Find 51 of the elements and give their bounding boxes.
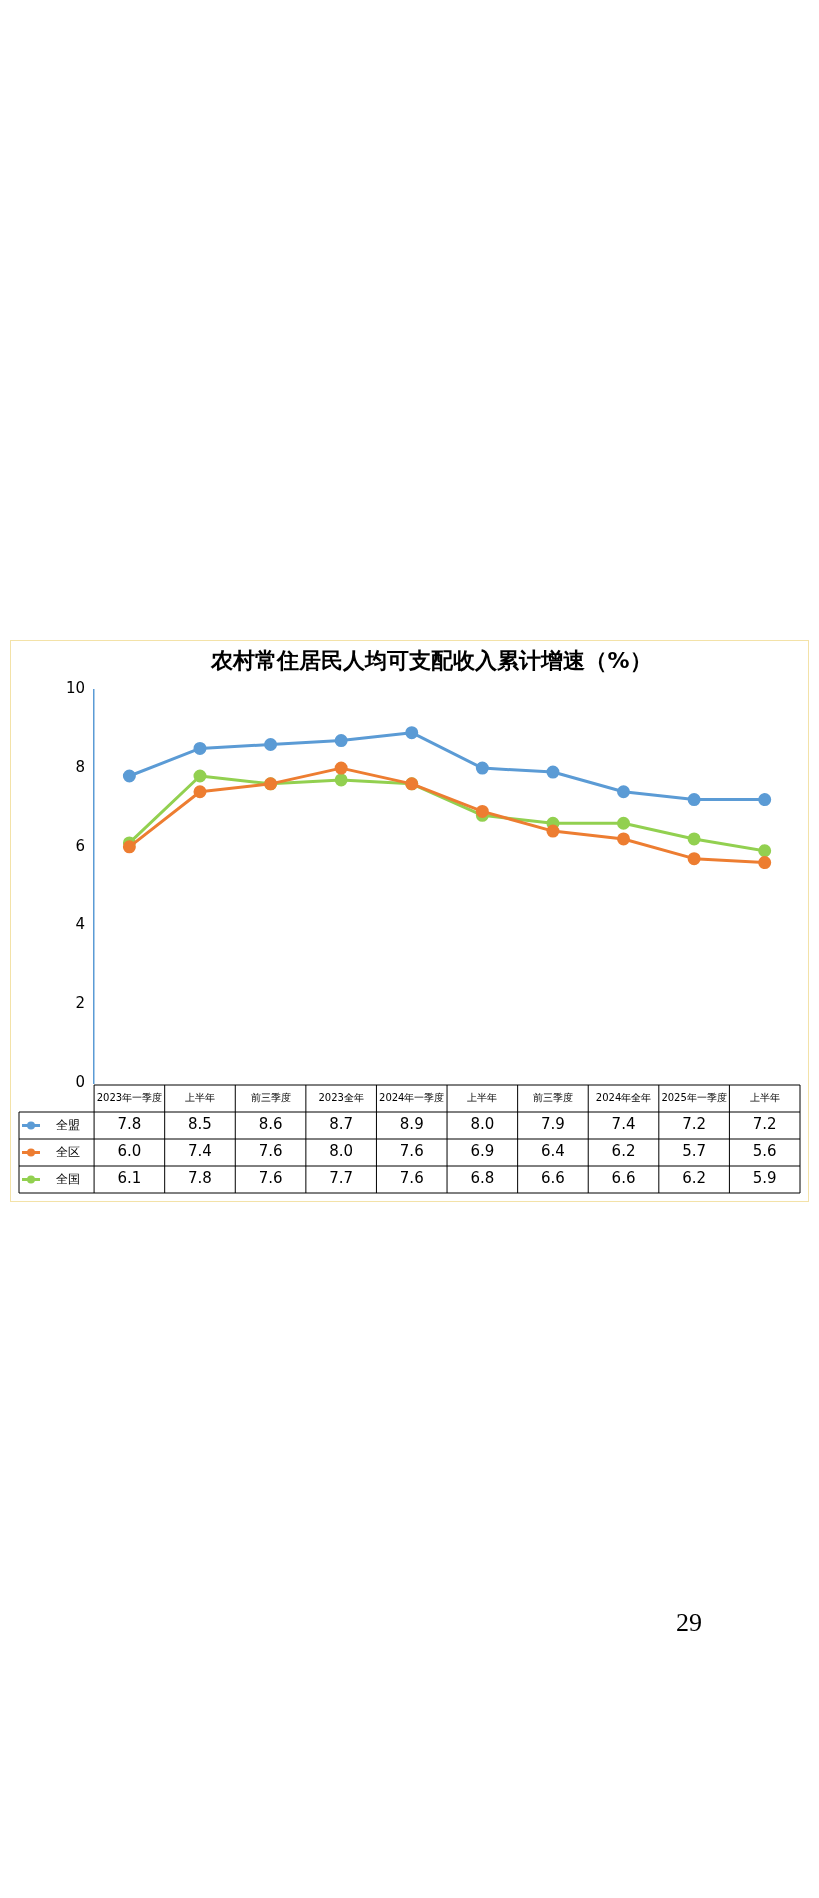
data-label: 7.6 [258,1169,283,1188]
data-label: 6.2 [611,1142,636,1161]
data-label: 6.2 [682,1169,707,1188]
data-label: 7.6 [399,1169,424,1188]
y-tick-label: 10 [65,679,86,698]
y-tick-label: 8 [75,758,86,777]
x-tick-label: 2023年一季度 [96,1092,163,1104]
x-tick-label: 2023全年 [318,1092,364,1104]
x-tick-label: 2025年一季度 [661,1092,727,1104]
legend-label: 全盟 [56,1117,81,1132]
data-label: 8.5 [188,1115,212,1134]
data-label: 8.9 [399,1115,424,1134]
x-tick-label: 上半年 [467,1092,498,1104]
y-tick-label: 0 [75,1072,86,1091]
y-tick-label: 2 [75,994,86,1013]
data-label: 6.6 [611,1169,636,1188]
x-tick-label: 2024年一季度 [379,1092,445,1104]
data-label: 6.8 [470,1169,495,1188]
y-tick-label: 4 [75,915,86,934]
legend-label: 全国 [56,1171,81,1186]
data-label: 5.7 [682,1142,707,1161]
chart-title: 农村常住居民人均可支配收入累计增速（%） [210,647,652,673]
x-tick-label: 上半年 [749,1092,780,1104]
data-label: 5.6 [752,1142,777,1161]
data-label: 6.6 [541,1169,565,1188]
data-label: 7.8 [117,1115,142,1134]
data-label: 7.4 [188,1142,212,1161]
y-tick-label: 6 [75,836,86,855]
x-tick-label: 上半年 [184,1092,215,1104]
data-label: 8.0 [470,1115,495,1134]
data-label: 7.8 [188,1169,212,1188]
data-label: 7.6 [399,1142,424,1161]
data-label: 8.7 [329,1115,354,1134]
x-tick-label: 前三季度 [250,1092,291,1104]
data-label: 7.4 [611,1115,636,1134]
data-label: 8.6 [258,1115,283,1134]
legend-label: 全区 [56,1144,81,1159]
data-label: 8.0 [329,1142,354,1161]
data-label: 7.9 [541,1115,565,1134]
text: 29 [676,1608,702,1638]
data-label: 7.6 [258,1142,283,1161]
data-label: 7.2 [682,1115,707,1134]
data-label: 6.9 [470,1142,495,1161]
x-tick-label: 前三季度 [532,1092,573,1104]
data-label: 7.2 [752,1115,777,1134]
data-label: 6.0 [117,1142,142,1161]
data-label: 5.9 [752,1169,777,1188]
data-label: 7.7 [329,1169,354,1188]
data-label: 6.4 [541,1142,565,1161]
x-tick-label: 2024年全年 [595,1092,652,1104]
data-label: 6.1 [117,1169,142,1188]
